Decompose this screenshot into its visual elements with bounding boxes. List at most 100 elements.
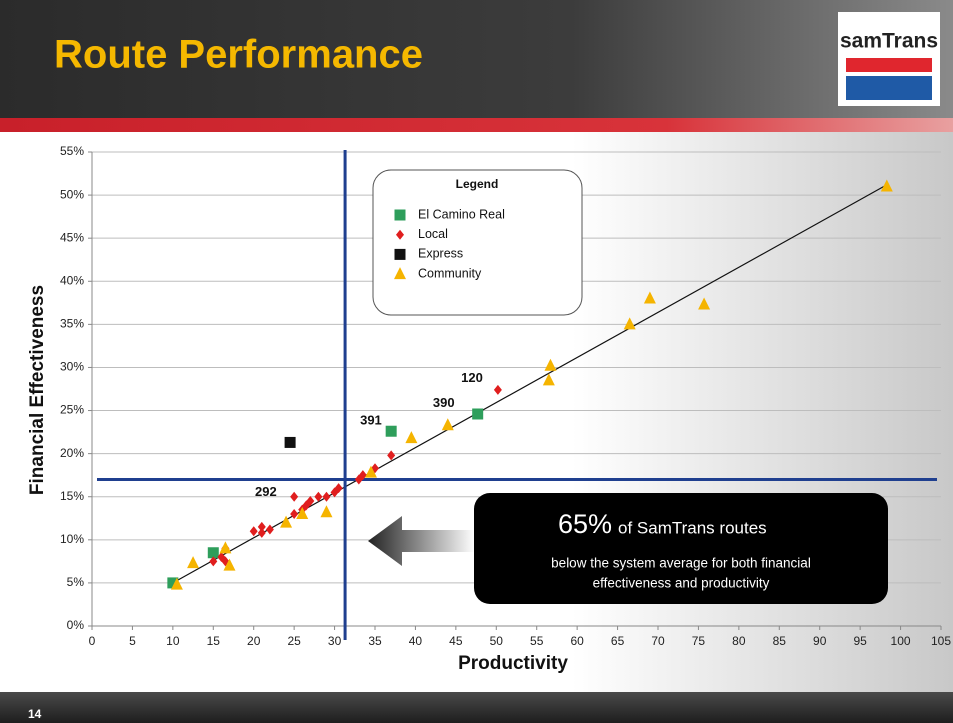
y-tick-label: 40% — [60, 273, 84, 287]
marker-diamond — [290, 508, 299, 519]
marker-triangle — [544, 358, 557, 371]
x-tick-label: 35 — [368, 634, 382, 648]
marker-triangle — [223, 558, 236, 571]
marker-triangle — [219, 541, 232, 554]
marker-triangle — [394, 267, 406, 280]
header-stripe — [0, 118, 953, 132]
x-tick-label: 60 — [570, 634, 584, 648]
x-axis-title: Productivity — [458, 653, 568, 674]
legend-label: Local — [418, 227, 448, 241]
y-tick-label: 45% — [60, 230, 84, 244]
marker-diamond — [493, 384, 502, 395]
marker-diamond — [257, 521, 266, 532]
marker-square — [284, 436, 296, 448]
y-axis-title: Financial Effectiveness — [27, 285, 48, 495]
x-tick-label: 45 — [449, 634, 463, 648]
x-tick-label: 70 — [651, 634, 665, 648]
marker-diamond — [306, 496, 315, 507]
x-tick-label: 40 — [409, 634, 423, 648]
callout-detail: below the system average for both financ… — [551, 556, 811, 571]
x-tick-label: 20 — [247, 634, 261, 648]
footer — [0, 692, 953, 723]
x-tick-label: 90 — [813, 634, 827, 648]
marker-diamond — [257, 527, 266, 538]
marker-diamond — [249, 526, 258, 537]
page-number: 14 — [28, 707, 42, 721]
point-label: 120 — [461, 370, 483, 385]
logo-blue — [846, 76, 932, 100]
marker-triangle — [441, 418, 454, 431]
marker-square — [207, 547, 219, 559]
marker-diamond — [396, 229, 404, 240]
marker-diamond — [387, 450, 396, 461]
marker-triangle — [280, 515, 293, 528]
callout-text: of SamTrans routes — [618, 518, 767, 537]
legend-box — [372, 169, 583, 316]
marker-square — [167, 577, 179, 589]
x-tick-label: 95 — [853, 634, 867, 648]
x-tick-label: 100 — [891, 634, 911, 648]
point-label: 292 — [255, 484, 277, 499]
marker-triangle — [623, 317, 636, 330]
marker-square — [394, 248, 406, 260]
y-tick-label: 50% — [60, 187, 84, 201]
x-tick-label: 55 — [530, 634, 544, 648]
marker-square — [472, 408, 484, 420]
x-tick-label: 5 — [129, 634, 136, 648]
y-tick-label: 55% — [60, 144, 84, 158]
x-tick-label: 0 — [89, 634, 96, 648]
y-tick-label: 0% — [67, 618, 85, 632]
marker-diamond — [314, 491, 323, 502]
callout-value: 65% — [558, 509, 612, 539]
x-tick-label: 105 — [931, 634, 951, 648]
x-tick-label: 85 — [773, 634, 787, 648]
y-tick-label: 35% — [60, 317, 84, 331]
marker-diamond — [334, 483, 343, 494]
marker-triangle — [187, 556, 200, 569]
plot: 0% 5% 10% 15% 20% 25% 30% 35% 40% 45% 50% 55% 0 5 10 15… — [27, 144, 951, 674]
y-tick-label: 30% — [60, 360, 84, 374]
marker-triangle — [405, 431, 418, 444]
marker-diamond — [209, 556, 218, 567]
legend-label: Express — [418, 247, 463, 261]
marker-triangle — [320, 505, 333, 518]
marker-triangle — [698, 297, 711, 310]
marker-triangle — [296, 506, 309, 519]
callout-box — [474, 493, 888, 604]
marker-square — [385, 425, 397, 437]
logo-text: samTrans — [840, 30, 938, 53]
logo-red — [846, 58, 932, 72]
header — [0, 0, 953, 118]
legend-title: Legend — [456, 177, 499, 191]
y-tick-label: 5% — [67, 575, 85, 589]
x-tick-label: 80 — [732, 634, 746, 648]
x-tick-label: 25 — [287, 634, 301, 648]
x-tick-label: 75 — [692, 634, 706, 648]
marker-triangle — [170, 577, 183, 590]
marker-diamond — [265, 524, 274, 535]
callout-detail: effectiveness and productivity — [593, 576, 770, 591]
y-tick-label: 25% — [60, 403, 84, 417]
legend-label: El Camino Real — [418, 207, 505, 221]
marker-triangle — [364, 465, 377, 478]
marker-triangle — [542, 373, 555, 386]
marker-triangle — [643, 291, 656, 304]
x-tick-label: 65 — [611, 634, 625, 648]
y-tick-label: 20% — [60, 446, 84, 460]
point-label: 390 — [433, 395, 455, 410]
marker-triangle — [880, 179, 893, 192]
x-tick-label: 30 — [328, 634, 342, 648]
callout-arrow — [368, 516, 475, 566]
marker-square — [394, 209, 406, 221]
y-tick-label: 10% — [60, 532, 84, 546]
point-label: 391 — [360, 412, 382, 427]
x-tick-label: 50 — [490, 634, 504, 648]
y-tick-label: 15% — [60, 489, 84, 503]
marker-diamond — [358, 470, 367, 481]
slide-title: Route Performance — [54, 33, 423, 77]
marker-diamond — [290, 491, 299, 502]
legend-label: Community — [418, 266, 482, 280]
x-tick-label: 15 — [207, 634, 221, 648]
x-tick-label: 10 — [166, 634, 180, 648]
